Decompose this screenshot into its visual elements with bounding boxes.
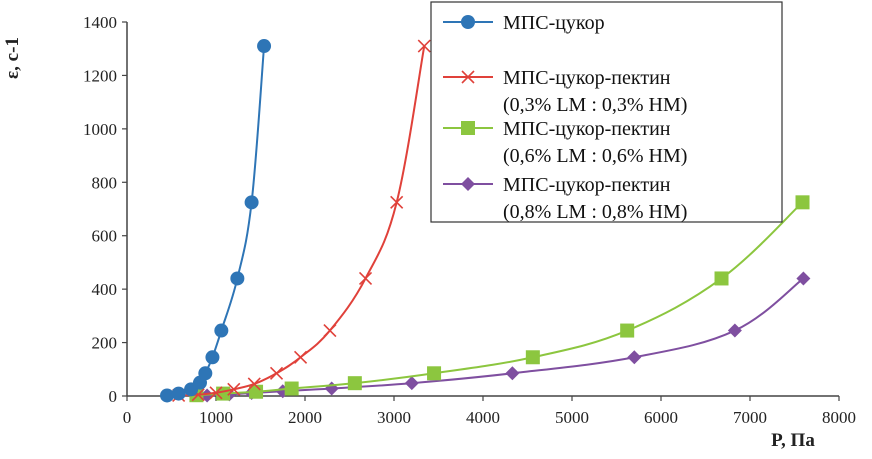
x-tick-label: 8000 bbox=[822, 408, 856, 427]
legend-marker bbox=[461, 70, 475, 84]
legend-label: МПС-цукор-пектин bbox=[503, 118, 671, 140]
series-4-point bbox=[505, 366, 520, 381]
series-2-point bbox=[293, 350, 308, 364]
legend-entry-4: МПС-цукор-пектин (0,8% LM : 0,8% HM) bbox=[443, 174, 687, 223]
series-1-point bbox=[214, 323, 229, 338]
series-2-point bbox=[227, 382, 241, 396]
series-3-point bbox=[284, 381, 299, 396]
y-tick-label: 1000 bbox=[83, 120, 117, 139]
series-1-point bbox=[198, 366, 213, 381]
series-4-point bbox=[796, 271, 811, 286]
series-4-point bbox=[404, 376, 419, 391]
series-1-point bbox=[257, 39, 272, 54]
legend-label: МПС-цукор bbox=[503, 12, 605, 34]
legend-entry-3: МПС-цукор-пектин (0,6% LM : 0,6% HM) bbox=[443, 118, 687, 167]
series-3-point bbox=[427, 366, 442, 381]
series-4-point bbox=[727, 323, 742, 338]
y-axis-title: ε, с-1 bbox=[2, 37, 23, 79]
series-3-point bbox=[620, 323, 635, 338]
series-2-line bbox=[178, 45, 426, 397]
series-1-point bbox=[230, 271, 245, 286]
legend-entry-1: МПС-цукор bbox=[443, 12, 605, 34]
series-2-point bbox=[358, 271, 373, 286]
y-tick-label: 400 bbox=[92, 280, 118, 299]
series-1-point bbox=[205, 350, 220, 365]
legend-marker bbox=[461, 177, 475, 191]
y-tick-label: 600 bbox=[92, 227, 118, 246]
series-3 bbox=[189, 195, 810, 403]
series-3-point bbox=[714, 271, 729, 286]
x-axis-title: P, Па bbox=[771, 430, 815, 451]
y-tick-label: 1200 bbox=[83, 66, 117, 85]
series-2-point bbox=[269, 366, 284, 380]
legend-label: (0,8% LM : 0,8% HM) bbox=[503, 201, 687, 223]
series-2-point bbox=[247, 377, 261, 391]
x-tick-label: 2000 bbox=[288, 408, 322, 427]
series-layer bbox=[160, 39, 811, 403]
series-1 bbox=[160, 39, 272, 403]
legend-entry-2: МПС-цукор-пектин (0,3% LM : 0,3% HM) bbox=[443, 67, 687, 116]
x-tick-label: 1000 bbox=[199, 408, 233, 427]
series-3-point bbox=[347, 376, 362, 391]
y-tick-label: 200 bbox=[92, 334, 118, 353]
legend-marker bbox=[461, 121, 475, 135]
series-3-point bbox=[525, 350, 540, 365]
series-2-point bbox=[390, 195, 404, 209]
x-tick-label: 0 bbox=[123, 408, 132, 427]
x-tick-label: 3000 bbox=[377, 408, 411, 427]
legend-label: (0,6% LM : 0,6% HM) bbox=[503, 145, 687, 167]
x-tick-label: 4000 bbox=[466, 408, 500, 427]
x-tick-label: 6000 bbox=[644, 408, 678, 427]
legend-marker bbox=[461, 15, 475, 29]
x-tick-label: 5000 bbox=[555, 408, 589, 427]
legend-label: (0,3% LM : 0,3% HM) bbox=[503, 94, 687, 116]
series-3-point bbox=[795, 195, 810, 210]
series-2-point bbox=[417, 39, 431, 53]
y-tick-label: 800 bbox=[92, 173, 118, 192]
y-axis-ticks: 0 200 400 600 800 1000 1200 1400 bbox=[83, 13, 127, 406]
series-2-point bbox=[209, 386, 223, 400]
legend-label: МПС-цукор-пектин bbox=[503, 174, 671, 196]
series-3-point bbox=[216, 386, 231, 401]
series-2-point bbox=[323, 323, 337, 338]
x-tick-label: 7000 bbox=[733, 408, 767, 427]
x-axis-ticks: 0 1000 2000 3000 4000 5000 6000 7000 8000 bbox=[123, 396, 856, 427]
series-1-point bbox=[171, 386, 186, 401]
y-tick-label: 0 bbox=[109, 387, 118, 406]
legend-label: МПС-цукор-пектин bbox=[503, 67, 671, 89]
legend-box bbox=[430, 1, 783, 223]
series-1-point bbox=[244, 195, 259, 210]
series-4-point bbox=[627, 350, 642, 365]
series-1-point bbox=[160, 388, 175, 403]
y-tick-label: 1400 bbox=[83, 13, 117, 32]
